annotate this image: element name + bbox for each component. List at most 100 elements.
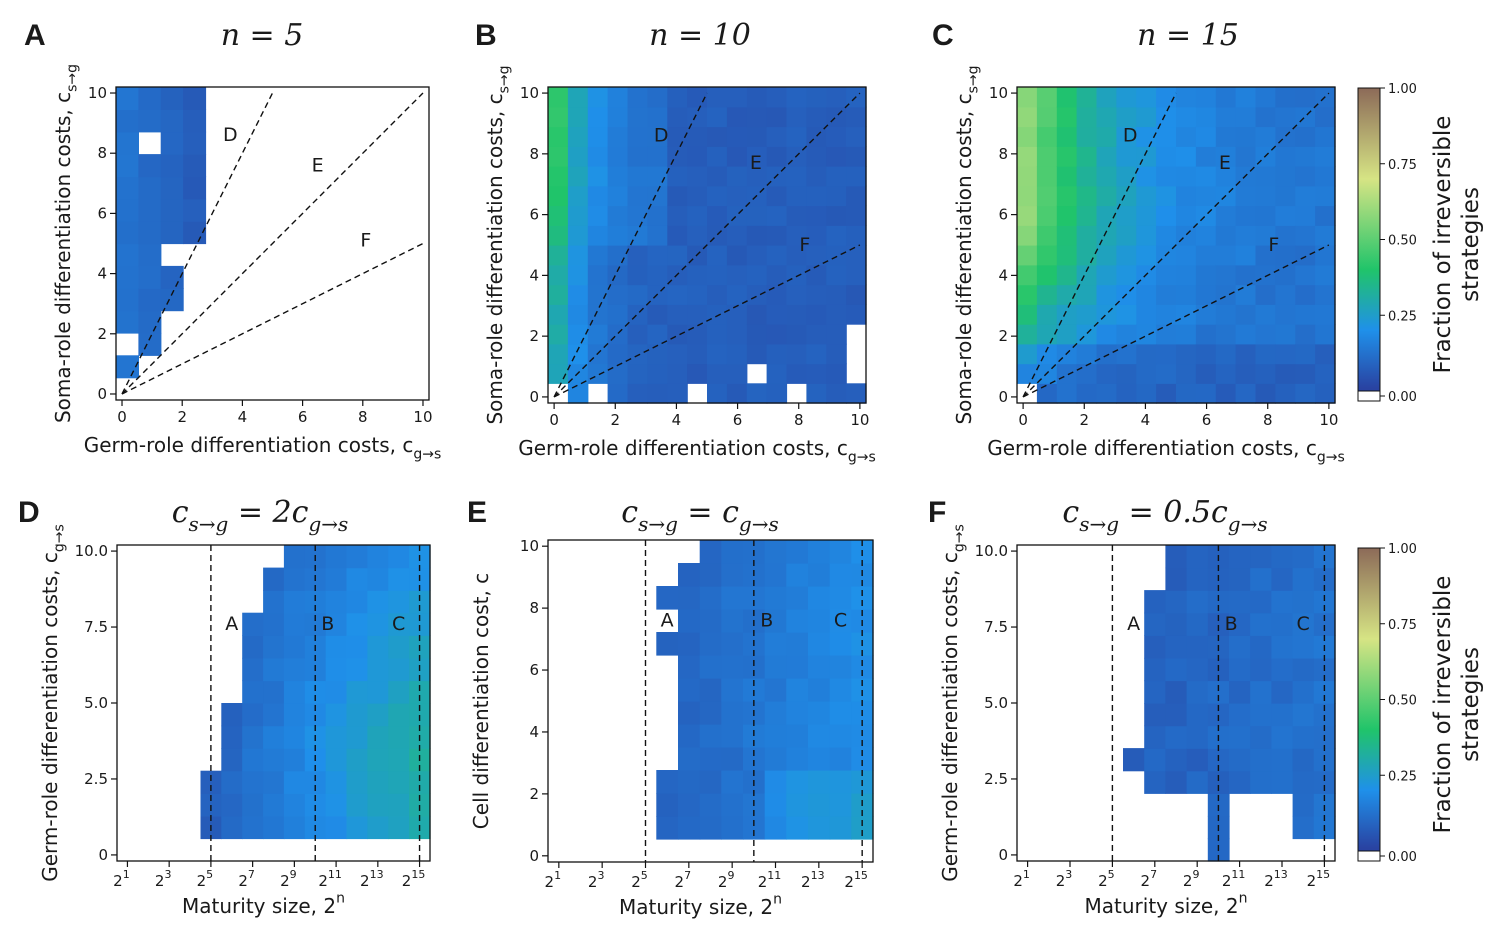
heatmap-cell xyxy=(1195,185,1217,207)
heatmap-cell xyxy=(263,680,285,704)
heatmap-cell xyxy=(1056,245,1078,266)
heatmap-cell xyxy=(1076,225,1098,246)
heatmap-cell xyxy=(1186,748,1209,772)
heatmap-cell xyxy=(647,225,668,246)
heatmap-cell xyxy=(1255,225,1276,246)
heatmap-cell xyxy=(1136,363,1157,384)
heatmap-cell xyxy=(409,612,431,636)
heatmap-cell xyxy=(647,245,668,266)
heatmap-cell xyxy=(746,383,768,404)
heatmap-cell xyxy=(1116,146,1137,167)
x-tick-label: 213 xyxy=(801,869,825,891)
y-tick-label: 2.5 xyxy=(984,770,1008,788)
heatmap-cell xyxy=(1292,703,1315,727)
heatmap-cell xyxy=(764,770,787,794)
heatmap-cell xyxy=(325,567,348,591)
heatmap-cell xyxy=(1271,545,1294,569)
heatmap-cell xyxy=(1271,748,1294,772)
x-tick-label: 10 xyxy=(850,411,869,429)
colorbar-tick-label: 0.50 xyxy=(1388,234,1417,249)
heatmap-cell xyxy=(1186,590,1209,614)
heatmap-cell xyxy=(846,304,867,325)
heatmap-cell xyxy=(1229,567,1251,591)
y-axis-label-group: Soma-role differentiation costs, cs→g xyxy=(51,64,80,423)
heatmap-cell xyxy=(587,304,609,325)
heatmap-cell xyxy=(1144,748,1166,772)
heatmap-cell xyxy=(1292,545,1315,569)
heatmap-cell xyxy=(1096,284,1117,305)
heatmap-cell xyxy=(806,166,827,187)
heatmap-cell xyxy=(1195,146,1217,167)
y-tick-label: 10 xyxy=(520,84,539,102)
heatmap-cell xyxy=(1056,146,1078,167)
colorbar-tick-label: 1.00 xyxy=(1388,542,1417,557)
heatmap-cell xyxy=(1207,680,1230,704)
heatmap-cell xyxy=(786,540,809,564)
heatmap-cell xyxy=(548,185,569,207)
heatmap-cell xyxy=(1255,383,1276,404)
heatmap-cell xyxy=(1275,185,1296,207)
heatmap-cell xyxy=(699,724,722,748)
heatmap-cell xyxy=(567,245,589,266)
heatmap-cell xyxy=(1195,245,1217,266)
x-tick-label: 211 xyxy=(318,868,342,890)
heatmap-cell xyxy=(409,680,431,704)
heatmap-cell xyxy=(1056,324,1078,345)
heatmap-cell xyxy=(786,205,807,226)
heatmap-cell xyxy=(829,540,852,564)
heatmap-cell xyxy=(587,284,609,305)
y-axis-label: Germ-role differentiation costs, cg→s xyxy=(938,524,967,882)
heatmap-cell xyxy=(1235,383,1257,404)
heatmap-cell xyxy=(786,747,809,771)
colorbar-2: 1.00 0.75 0.50 0.25 0.00 Fraction of irrevers… xyxy=(1357,542,1484,865)
heatmap-cell xyxy=(826,87,847,108)
heatmap-cell xyxy=(647,264,668,286)
heatmap-cell xyxy=(766,87,788,108)
heatmap-cell xyxy=(806,126,827,147)
heatmap-cell xyxy=(587,264,609,286)
heatmap-cell xyxy=(138,154,162,178)
heatmap-cell xyxy=(1215,304,1237,325)
heatmap-cell xyxy=(1215,106,1237,128)
heatmap-cell xyxy=(283,748,306,772)
heatmap-cell xyxy=(1176,146,1197,167)
heatmap-cell xyxy=(1144,657,1166,682)
heatmap-cell xyxy=(667,185,688,207)
heatmap-cell xyxy=(346,703,368,727)
heatmap-cell xyxy=(808,540,831,564)
heatmap-cell xyxy=(627,264,648,286)
heatmap-cell xyxy=(746,284,768,305)
x-tick-label: 25 xyxy=(197,868,214,890)
heatmap-cell xyxy=(656,770,679,794)
heatmap-cell xyxy=(1275,343,1296,365)
heatmap-cell xyxy=(607,324,629,345)
heatmap-cell xyxy=(1176,363,1197,384)
x-tick-label: 27 xyxy=(1141,868,1158,890)
heatmap-cell xyxy=(846,205,867,226)
heatmap-cell xyxy=(1036,225,1058,246)
heatmap-cell xyxy=(1116,245,1137,266)
heatmap-cell xyxy=(1255,185,1276,207)
heatmap-cell xyxy=(743,586,766,610)
heatmap-cell xyxy=(1255,245,1276,266)
region-label-E: E xyxy=(1219,152,1231,174)
heatmap-cell xyxy=(766,106,788,128)
y-tick-label: 4 xyxy=(529,723,539,741)
x-tick-label: 8 xyxy=(1263,411,1273,429)
region-label-C: C xyxy=(392,613,405,635)
heatmap-cell xyxy=(1315,106,1336,128)
heatmap-cell xyxy=(829,701,852,725)
heatmap-cell xyxy=(687,87,708,108)
heatmap-cell xyxy=(325,703,348,727)
heatmap-cell xyxy=(1275,245,1296,266)
y-tick-label: 10.0 xyxy=(975,542,1008,560)
heatmap-cell xyxy=(116,243,139,267)
heatmap-cell xyxy=(1215,126,1237,147)
plot-frame xyxy=(115,86,430,401)
heatmap-cell xyxy=(766,146,788,167)
reference-line-E xyxy=(1022,92,1330,398)
heatmap-cell xyxy=(806,225,827,246)
heatmap-cell xyxy=(1315,324,1336,345)
heatmap-cell xyxy=(607,304,629,325)
heatmap-cell xyxy=(1165,590,1188,614)
